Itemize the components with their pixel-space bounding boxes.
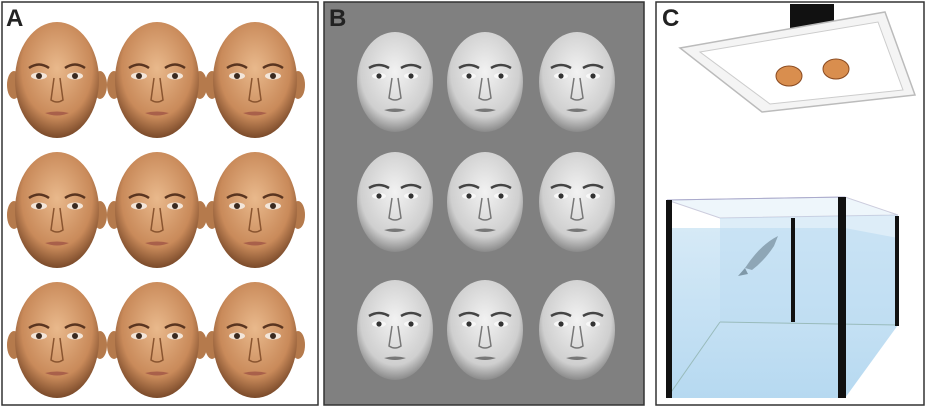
face [445, 278, 525, 382]
face [537, 278, 617, 382]
face [355, 150, 435, 254]
screen [678, 11, 917, 113]
face [445, 150, 525, 254]
panel-label: C [662, 5, 679, 32]
colored-faces [5, 20, 307, 400]
face [355, 278, 435, 382]
face [537, 150, 617, 254]
face [445, 30, 525, 134]
panel-label: A [6, 5, 23, 32]
gray-faces [355, 30, 617, 382]
panel-label: B [329, 5, 346, 32]
face [355, 30, 435, 134]
face [537, 30, 617, 134]
fish-tank [666, 196, 899, 399]
